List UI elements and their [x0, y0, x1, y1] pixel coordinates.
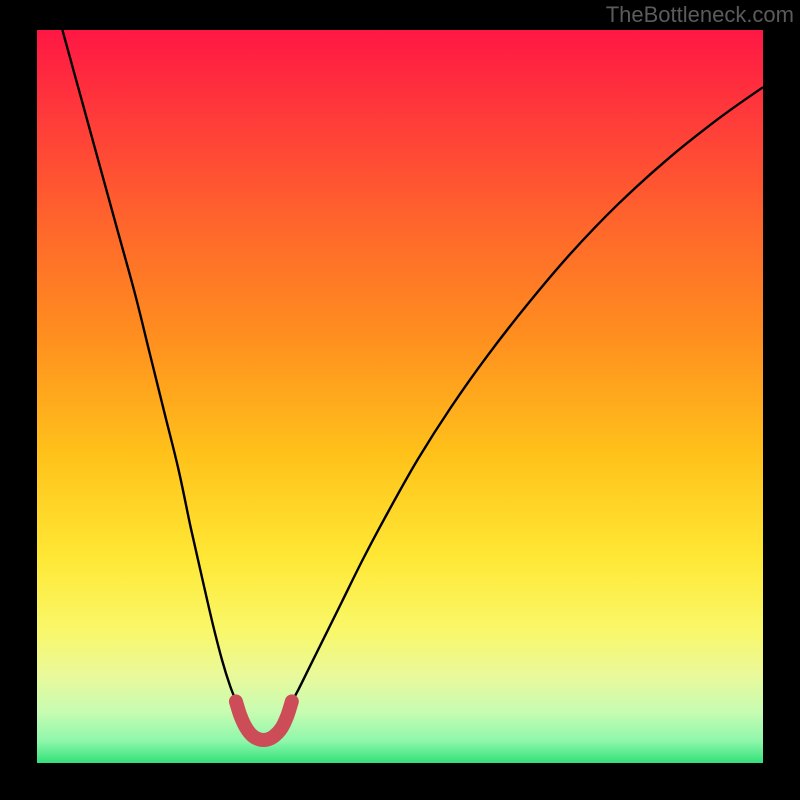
- watermark-text: TheBottleneck.com: [606, 2, 794, 28]
- curve-layer: [37, 30, 763, 763]
- curve-left: [62, 30, 237, 704]
- chart-frame: TheBottleneck.com: [0, 0, 800, 800]
- plot-area: [37, 30, 763, 763]
- curve-right: [290, 87, 763, 704]
- bottleneck-indicator: [236, 701, 292, 740]
